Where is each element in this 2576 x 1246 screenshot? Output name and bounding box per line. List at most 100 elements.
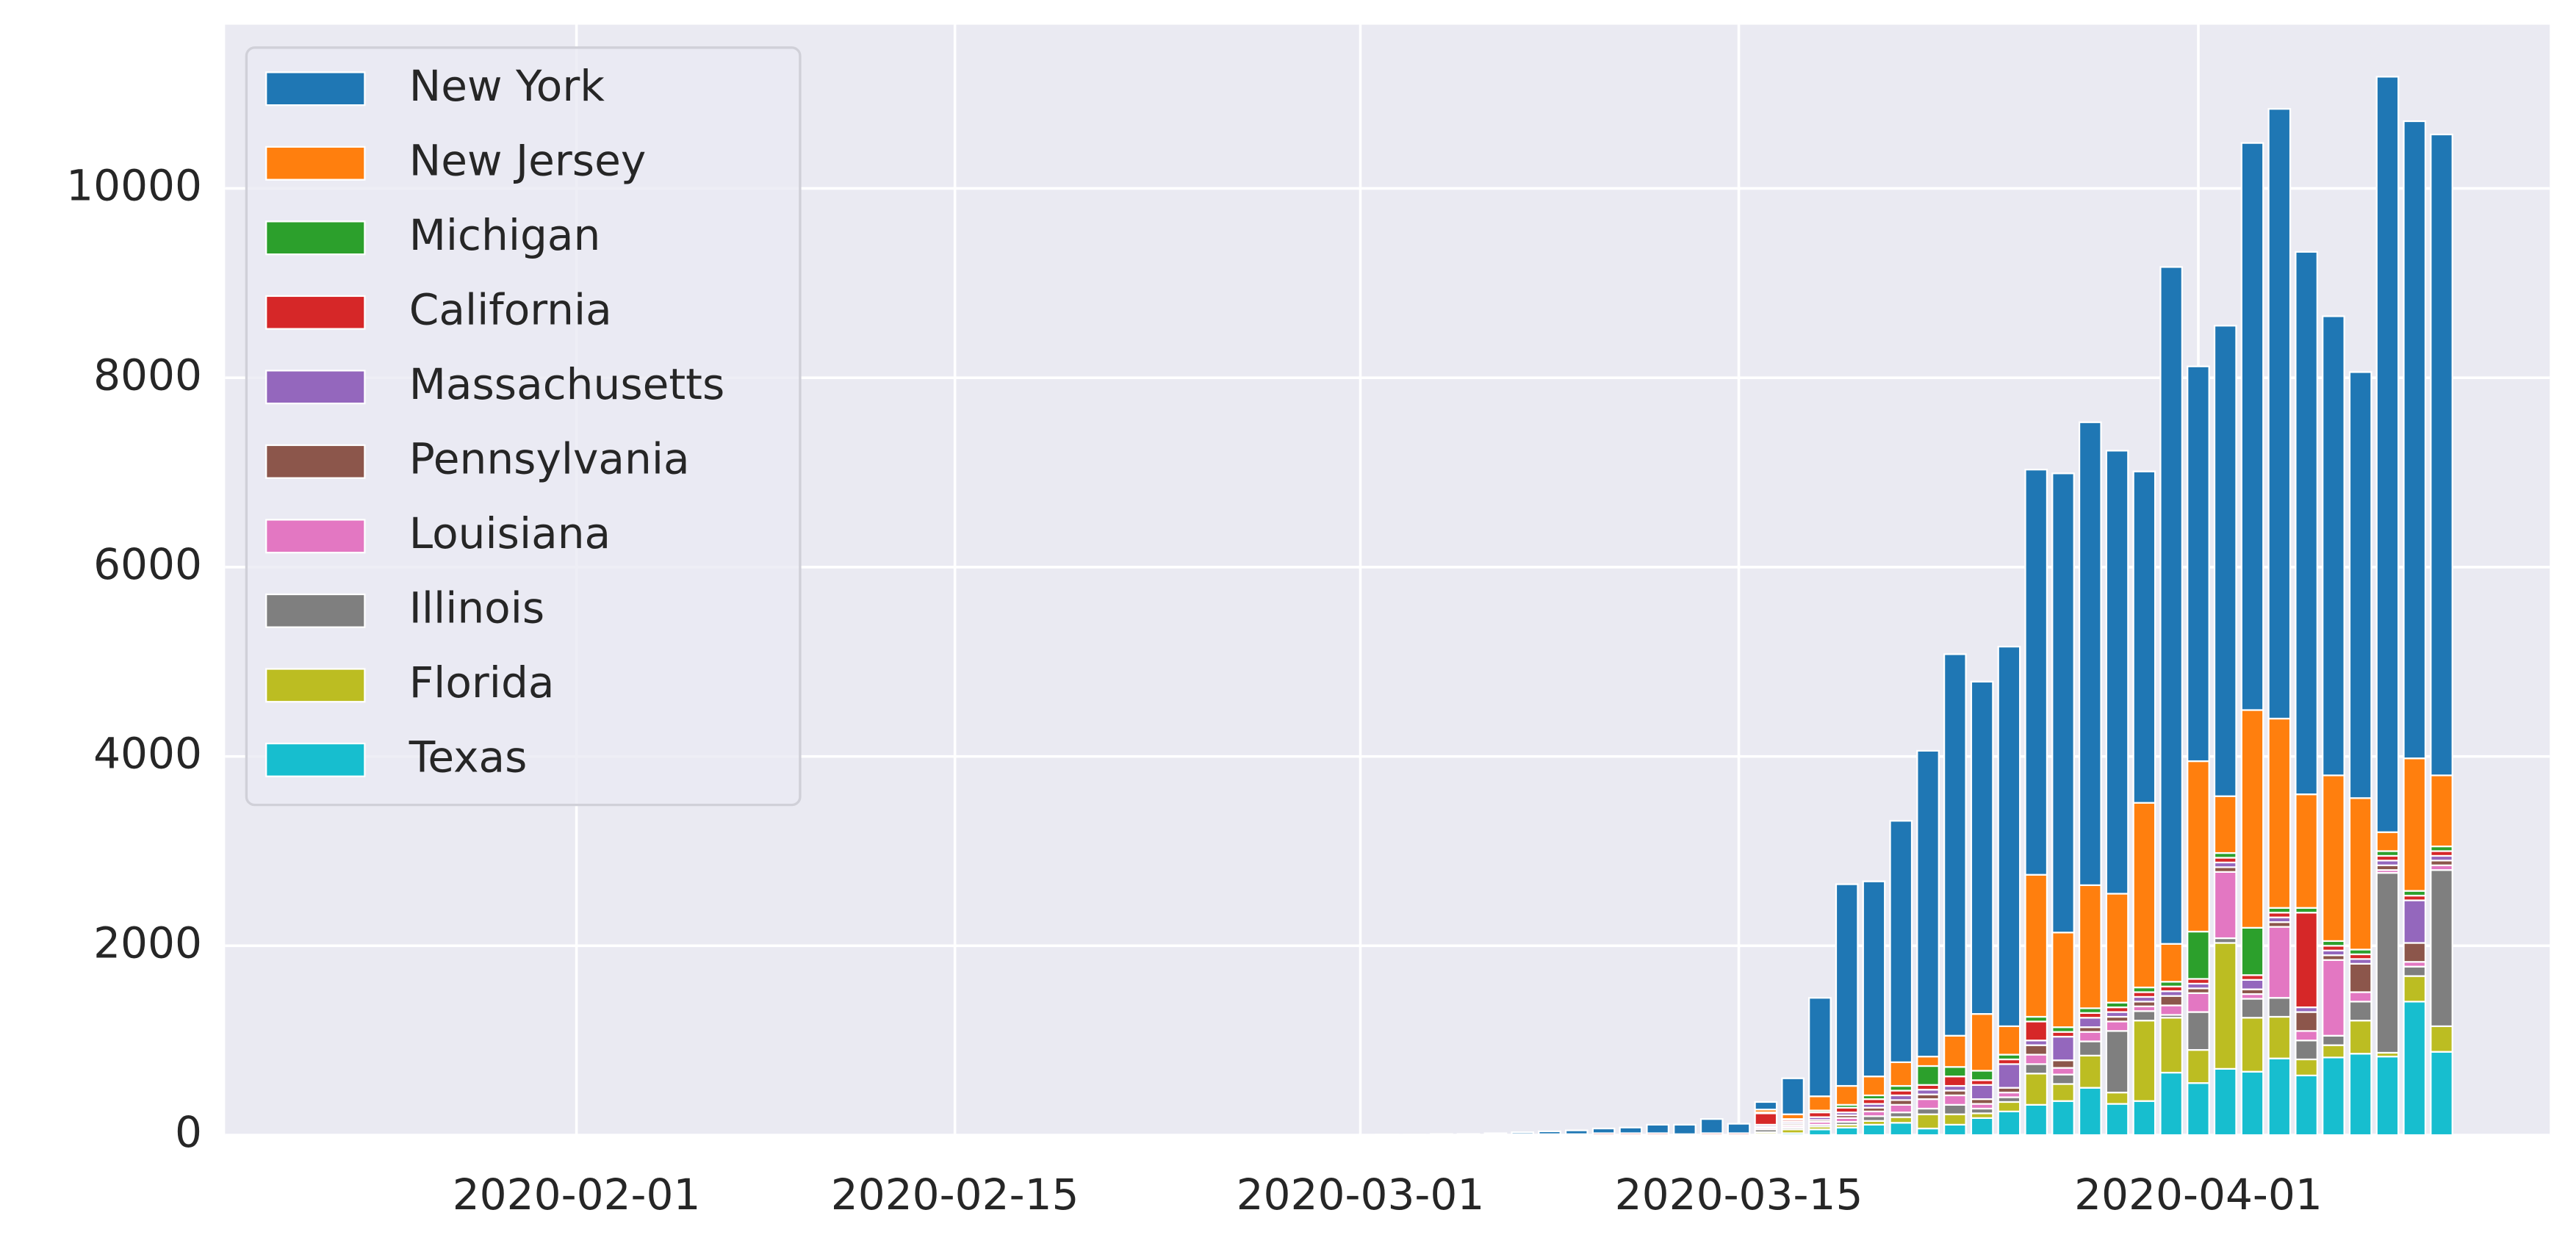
bar-segment xyxy=(1997,646,2021,1027)
legend-box xyxy=(245,46,802,807)
bar-segment xyxy=(2322,774,2345,943)
bar-segment xyxy=(1538,1130,1561,1135)
legend-label: New Jersey xyxy=(409,135,647,185)
legend-swatch xyxy=(265,145,366,181)
bar-segment xyxy=(2348,371,2372,799)
legend-swatch xyxy=(265,668,366,703)
bar-segment xyxy=(1727,1123,1751,1134)
bar-segment xyxy=(1835,883,1859,1087)
bar-segment xyxy=(2240,926,2264,976)
legend-swatch xyxy=(265,444,366,479)
bar-segment xyxy=(1916,749,1940,1058)
bar-segment xyxy=(1916,1055,1940,1067)
y-tick-label: 10000 xyxy=(66,161,202,211)
bar-segment xyxy=(2403,975,2427,1003)
bar-segment xyxy=(2348,1053,2372,1137)
bar-segment xyxy=(1916,1065,1940,1086)
bar-segment xyxy=(2078,884,2102,1009)
bar-segment xyxy=(2375,831,2400,852)
bar-segment xyxy=(1511,1131,1535,1135)
bar-segment xyxy=(2051,1035,2075,1062)
legend-swatch xyxy=(265,220,366,256)
bar-segment xyxy=(2267,997,2292,1018)
bar-segment xyxy=(2187,760,2210,933)
bar-segment xyxy=(2213,942,2237,1070)
bar-segment xyxy=(2187,1011,2210,1051)
bar-segment xyxy=(2078,1031,2102,1042)
legend: New York New Jersey Michigan California Mass… xyxy=(245,46,802,807)
legend-label: Michigan xyxy=(409,210,601,260)
bar-segment xyxy=(2403,965,2427,977)
bar-segment xyxy=(1754,1101,1778,1111)
bar-segment xyxy=(2024,1054,2048,1065)
legend-label: Pennsylvania xyxy=(409,433,690,483)
bar-segment xyxy=(2430,1051,2453,1137)
bar-segment xyxy=(1943,1123,1967,1137)
legend-swatch xyxy=(265,742,366,777)
bar-segment xyxy=(1916,1113,1940,1130)
bar-segment xyxy=(2430,774,2453,848)
bar-segment xyxy=(1781,1077,1805,1115)
bar-segment xyxy=(2159,995,2184,1006)
bar-segment xyxy=(1889,1116,1913,1124)
bar-segment xyxy=(2430,133,2453,777)
bar-segment xyxy=(1943,1034,1967,1068)
bar-segment xyxy=(2078,1040,2102,1056)
bar-segment xyxy=(2322,1044,2345,1059)
bar-segment xyxy=(2322,1056,2345,1137)
bar-segment xyxy=(2295,1030,2318,1042)
bar-segment xyxy=(2187,1048,2210,1084)
bar-segment xyxy=(1808,1095,1832,1112)
bar-segment xyxy=(2051,1059,2075,1069)
bar-segment xyxy=(2078,421,2102,886)
bars xyxy=(1348,76,2453,1137)
bar-segment xyxy=(2348,991,2372,1003)
bar-segment xyxy=(1916,1127,1940,1137)
bar-segment xyxy=(2295,1011,2318,1032)
bar-segment xyxy=(2132,1020,2156,1102)
bar-segment xyxy=(2051,472,2075,934)
bar-segment xyxy=(2348,1020,2372,1055)
bar-segment xyxy=(2187,992,2210,1013)
bar-segment xyxy=(2051,1073,2075,1085)
bar-segment xyxy=(2051,1083,2075,1102)
bar-segment xyxy=(2024,1044,2048,1056)
bar-segment xyxy=(2132,470,2156,804)
y-tick-label: 0 xyxy=(175,1107,202,1157)
y-tick-label: 6000 xyxy=(93,539,202,589)
bar-segment xyxy=(2159,1071,2184,1137)
bar-segment xyxy=(2213,871,2237,940)
legend-label: Louisiana xyxy=(409,508,611,558)
legend-swatch xyxy=(265,370,366,405)
y-tick-label: 4000 xyxy=(93,729,202,779)
bar-segment xyxy=(1808,1128,1832,1137)
bar-segment xyxy=(2024,1063,2048,1075)
bar-segment xyxy=(1997,1110,2021,1137)
bar-segment xyxy=(1835,1126,1859,1137)
bar-segment xyxy=(2187,930,2210,980)
bar-segment xyxy=(2024,1073,2048,1106)
bar-segment xyxy=(1754,1112,1778,1126)
y-tick-label: 8000 xyxy=(93,350,202,400)
bar-segment xyxy=(2024,469,2048,876)
bar-segment xyxy=(1970,1013,1994,1072)
legend-label: California xyxy=(409,284,612,334)
bar-segment xyxy=(2187,1082,2210,1137)
bar-segment xyxy=(1970,1070,1994,1081)
bar-segment xyxy=(1862,1076,1886,1097)
legend-swatch xyxy=(265,295,366,330)
bar-segment xyxy=(2105,1103,2129,1137)
x-tick-label: 2020-02-01 xyxy=(453,1170,701,1220)
bar-segment xyxy=(1808,997,1832,1098)
bar-segment xyxy=(2132,1010,2156,1022)
bar-segment xyxy=(2051,932,2075,1029)
bar-segment xyxy=(2403,899,2427,944)
y-tick-label: 2000 xyxy=(93,918,202,968)
bar-segment xyxy=(1997,1101,2021,1112)
bar-segment xyxy=(2240,979,2264,990)
bar-segment xyxy=(2132,1100,2156,1137)
bar-segment xyxy=(1997,1063,2021,1089)
bar-segment xyxy=(2132,802,2156,989)
